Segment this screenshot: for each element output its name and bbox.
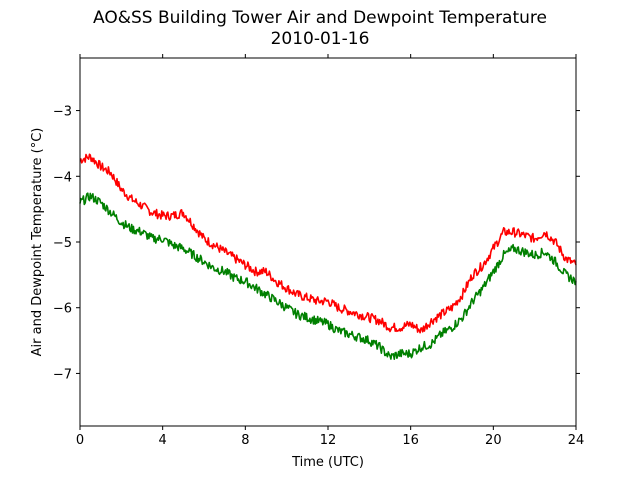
x-tick-label: 24 — [568, 433, 585, 448]
y-axis-label: Air and Dewpoint Temperature (°C) — [30, 128, 45, 357]
plot-lines — [79, 153, 577, 361]
x-tick-label: 0 — [76, 433, 84, 448]
x-tick-label: 20 — [485, 433, 502, 448]
x-tick-label: 12 — [320, 433, 337, 448]
y-tick-label: −7 — [53, 367, 72, 382]
y-axis: −7 −6 −5 −4 −3 — [53, 105, 580, 382]
y-tick-label: −4 — [53, 170, 72, 185]
y-tick-label: −6 — [53, 302, 72, 317]
x-axis: 0 4 8 12 16 20 24 — [76, 54, 584, 448]
x-tick-label: 4 — [159, 433, 167, 448]
chart-subtitle: 2010-01-16 — [270, 29, 370, 49]
x-axis-label: Time (UTC) — [291, 455, 364, 470]
y-tick-label: −3 — [53, 105, 72, 120]
chart-title: AO&SS Building Tower Air and Dewpoint Te… — [92, 8, 547, 28]
series-line-2 — [79, 192, 577, 361]
x-tick-label: 8 — [241, 433, 249, 448]
y-tick-label: −5 — [53, 236, 72, 251]
series-line-1 — [79, 153, 577, 334]
x-tick-label: 16 — [402, 433, 419, 448]
